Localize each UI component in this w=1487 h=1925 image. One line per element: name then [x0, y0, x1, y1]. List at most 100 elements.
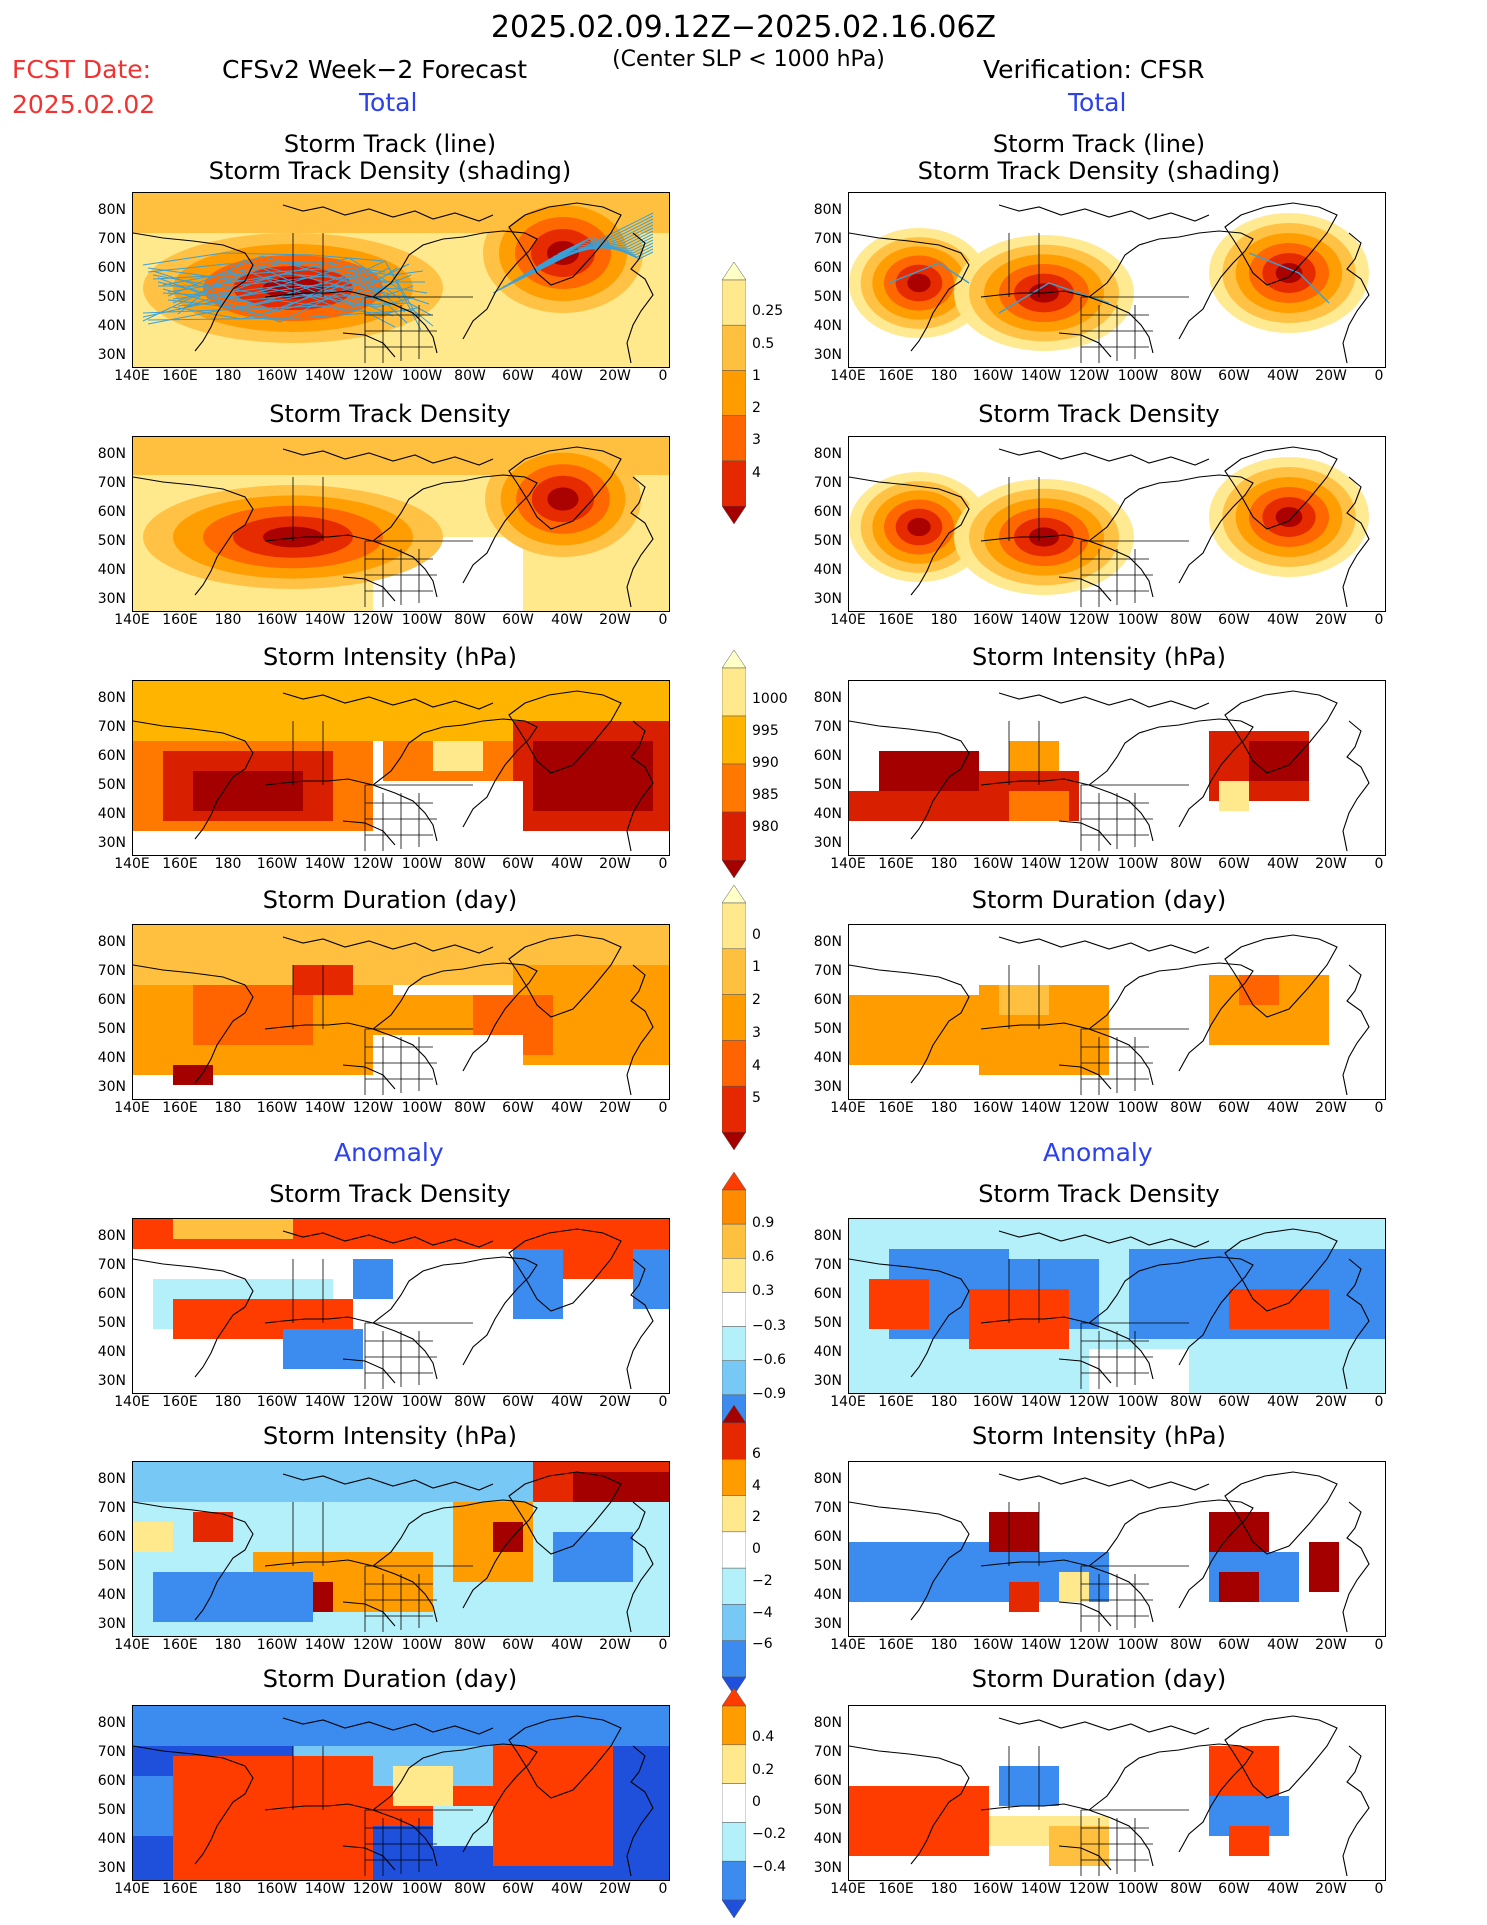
lon-tick-label: 100W [401, 612, 443, 628]
fcst-anom-duration-title: Storm Duration (day) [262, 1665, 518, 1693]
lat-tick-label: 40N [97, 1831, 126, 1847]
lon-tick-label: 140W [304, 612, 346, 628]
lat-tick-label: 60N [813, 504, 842, 520]
lon-tick-label: 80W [1170, 1394, 1202, 1410]
lon-tick-label: 160E [162, 1637, 198, 1653]
lon-tick-label: 40W [551, 612, 583, 628]
lat-tick-label: 50N [97, 1802, 126, 1818]
fcst-intensity-panel [132, 680, 670, 856]
lon-tick-label: 120W [1068, 856, 1110, 872]
fcst-density-panel-map [133, 437, 669, 611]
verif-density-title: Storm Track Density [978, 400, 1220, 428]
lat-tick-label: 40N [813, 1831, 842, 1847]
lat-tick-label: 30N [813, 591, 842, 607]
lon-tick-label: 140E [114, 612, 150, 628]
lon-tick-label: 160W [256, 856, 298, 872]
colorbar-tick-label: 0.25 [752, 303, 784, 320]
lat-tick-label: 30N [97, 347, 126, 363]
fcst-date-label: FCST Date: [12, 55, 152, 84]
lon-tick-label: 140W [1020, 1637, 1062, 1653]
lat-tick-label: 80N [813, 202, 842, 218]
lat-tick-label: 60N [97, 504, 126, 520]
lon-tick-label: 80W [454, 612, 486, 628]
lat-tick-label: 40N [97, 318, 126, 334]
lon-tick-label: 140E [830, 1100, 866, 1116]
lon-tick-label: 120W [352, 1881, 394, 1897]
lon-tick-label: 100W [401, 1881, 443, 1897]
verif-track-shading-title: Storm Track Density (shading) [917, 157, 1281, 185]
verif-anom-density-panel [848, 1218, 1386, 1394]
fcst-anom-duration-panel [132, 1705, 670, 1881]
lat-tick-label: 70N [97, 231, 126, 247]
lat-tick-label: 60N [813, 260, 842, 276]
colorbar-tick-label: 0.4 [752, 1729, 775, 1746]
colorbar-tick-label: 0.3 [752, 1283, 775, 1300]
colorbar-tick-label: 2 [752, 992, 761, 1009]
verification-total-label: Total [1068, 88, 1127, 117]
lat-tick-label: 50N [97, 1558, 126, 1574]
lon-tick-label: 60W [502, 1637, 534, 1653]
lat-tick-label: 70N [97, 963, 126, 979]
lon-tick-label: 140W [1020, 1394, 1062, 1410]
lat-tick-label: 30N [97, 1373, 126, 1389]
lat-tick-label: 50N [97, 777, 126, 793]
fcst-intensity-title: Storm Intensity (hPa) [263, 643, 517, 671]
lat-tick-label: 70N [813, 1500, 842, 1516]
verif-anom-density-title: Storm Track Density [978, 1180, 1220, 1208]
lon-tick-label: 140W [1020, 1100, 1062, 1116]
lon-tick-label: 160W [972, 612, 1014, 628]
lon-tick-label: 120W [352, 1394, 394, 1410]
lon-tick-label: 60W [502, 1394, 534, 1410]
colorbar-density-total [721, 261, 747, 528]
lat-tick-label: 70N [813, 1744, 842, 1760]
colorbar-tick-label: 4 [752, 464, 761, 481]
lat-tick-label: 80N [97, 934, 126, 950]
lat-tick-label: 80N [813, 446, 842, 462]
lon-tick-label: 140E [114, 1394, 150, 1410]
lon-tick-label: 0 [658, 1394, 668, 1410]
lon-tick-label: 140E [830, 856, 866, 872]
verif-intensity-panel [848, 680, 1386, 856]
lon-tick-label: 60W [502, 1881, 534, 1897]
lon-tick-label: 80W [454, 856, 486, 872]
lat-tick-label: 50N [813, 1315, 842, 1331]
lon-tick-label: 160W [256, 368, 298, 384]
verification-anomaly-label: Anomaly [1043, 1138, 1153, 1167]
lat-tick-label: 70N [813, 963, 842, 979]
fcst-anom-intensity-title: Storm Intensity (hPa) [263, 1422, 517, 1450]
lat-tick-label: 50N [97, 1021, 126, 1037]
lon-tick-label: 20W [599, 612, 631, 628]
lon-tick-label: 0 [1374, 612, 1384, 628]
lat-tick-label: 60N [813, 748, 842, 764]
fcst-duration-panel-map [133, 925, 669, 1099]
lon-tick-label: 140E [830, 1637, 866, 1653]
colorbar-tick-label: 0.2 [752, 1761, 775, 1778]
lon-tick-label: 20W [1315, 1637, 1347, 1653]
lat-tick-label: 40N [813, 1587, 842, 1603]
lat-tick-label: 30N [97, 1860, 126, 1876]
lat-tick-label: 70N [813, 719, 842, 735]
lon-tick-label: 60W [1218, 612, 1250, 628]
lon-tick-label: 160E [162, 1394, 198, 1410]
lon-tick-label: 60W [1218, 368, 1250, 384]
lon-tick-label: 160E [162, 856, 198, 872]
fcst-anom-intensity-panel-map [133, 1462, 669, 1636]
lon-tick-label: 180 [930, 368, 958, 384]
lon-tick-label: 180 [930, 1881, 958, 1897]
colorbar-intensity-anom [721, 1404, 747, 1699]
verif-anom-intensity-panel-map [849, 1471, 1370, 1633]
lon-tick-label: 160E [162, 368, 198, 384]
colorbar-tick-label: 990 [752, 755, 779, 771]
lon-tick-label: 20W [599, 1100, 631, 1116]
lon-tick-label: 120W [352, 612, 394, 628]
lon-tick-label: 160W [972, 1637, 1014, 1653]
colorbar-tick-label: 980 [752, 819, 779, 835]
lon-tick-label: 0 [1374, 1394, 1384, 1410]
colorbar-tick-label: 1 [752, 959, 761, 976]
lon-tick-label: 100W [401, 368, 443, 384]
lon-tick-label: 100W [401, 1100, 443, 1116]
lon-tick-label: 140W [304, 856, 346, 872]
lon-tick-label: 160E [162, 1100, 198, 1116]
lat-tick-label: 50N [97, 289, 126, 305]
colorbar-duration-anom [721, 1687, 747, 1922]
